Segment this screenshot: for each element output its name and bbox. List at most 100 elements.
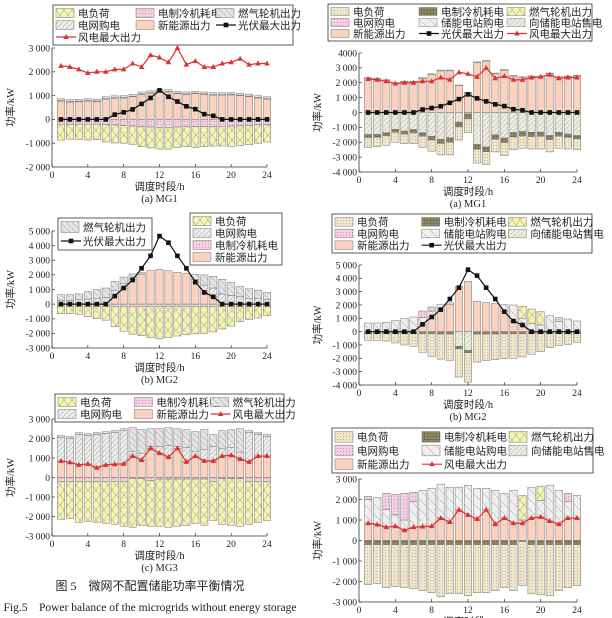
legend-label: 新能源出力 <box>156 408 209 421</box>
legend-marker <box>217 411 224 416</box>
point-pv <box>402 329 407 334</box>
bar-storage_buy <box>409 501 418 528</box>
bar-renewable <box>218 455 227 478</box>
bar-renewable <box>128 455 137 478</box>
bar-load <box>182 126 191 148</box>
bar-renewable <box>227 94 236 120</box>
bar-renewable <box>464 514 472 541</box>
line-wind <box>368 508 577 531</box>
point-wind <box>156 450 163 456</box>
bar-load <box>491 139 500 153</box>
point-wind <box>192 453 199 459</box>
bar-load <box>83 123 92 141</box>
bar-gas <box>128 94 137 97</box>
legend-swatch <box>215 8 235 18</box>
bar-gas <box>200 274 209 286</box>
bar-storage_sell <box>391 112 400 130</box>
legend-item-wind: 风电最大出力 <box>56 31 141 44</box>
bar-load <box>373 137 382 147</box>
bar-renewable <box>92 101 101 120</box>
bar-renewable <box>554 77 563 113</box>
line-pv <box>61 89 267 121</box>
bar-cooling <box>491 540 500 545</box>
point-wind <box>76 66 82 72</box>
legend-label: 电制冷机耗电 <box>444 216 507 229</box>
bar-load <box>500 544 509 588</box>
bar-cooling <box>191 119 200 127</box>
point-wind <box>383 524 390 530</box>
bar-load <box>545 139 554 153</box>
legend-label: 风电最大出力 <box>78 31 141 44</box>
point-pv <box>264 301 270 307</box>
bar-renewable <box>391 83 400 113</box>
y-tick-label: 2 000 <box>29 271 51 281</box>
bar-load <box>391 333 400 344</box>
y-tick-label: 2 000 <box>336 496 358 506</box>
point-wind <box>410 79 417 85</box>
legend-label: 新能源出力 <box>215 251 268 264</box>
y-tick-label: 1 000 <box>336 315 358 325</box>
y-tick-label: 5 000 <box>336 261 358 271</box>
bar-grid <box>400 493 409 521</box>
bar-gas <box>128 427 137 452</box>
bar-cooling <box>146 119 155 128</box>
bar-gas <box>137 272 146 275</box>
point-wind <box>374 521 380 527</box>
x-tick-label: 16 <box>500 389 510 399</box>
bar-gas <box>509 75 518 77</box>
legend-item-gas: 燃气轮机出力 <box>210 396 296 409</box>
point-wind <box>58 457 64 463</box>
legend-label: 光伏最大出力 <box>238 19 301 32</box>
legend-swatch <box>192 228 212 238</box>
bar-cooling <box>119 119 128 126</box>
y-tick-label: -2 000 <box>25 513 50 523</box>
bar-storage_buy <box>482 487 491 511</box>
bar-load <box>92 123 101 140</box>
bar-renewable <box>155 91 164 120</box>
line-pv <box>368 268 577 333</box>
y-tick-label: 3 000 <box>29 415 51 425</box>
bar-storage_sell <box>445 112 454 139</box>
bar-gas <box>527 308 536 324</box>
legend-swatch <box>135 8 155 18</box>
bar-grid <box>382 493 391 511</box>
bar-gas <box>74 432 83 435</box>
bar-storage_buy <box>573 495 581 519</box>
point-wind <box>410 524 417 530</box>
point-wind <box>519 520 526 526</box>
bar-grid <box>245 432 254 463</box>
bar-cooling <box>554 132 563 137</box>
bar-cooling <box>209 303 218 307</box>
legend-box <box>54 393 285 423</box>
point-wind <box>201 457 208 463</box>
point-wind <box>474 73 480 79</box>
bar-load <box>119 125 128 144</box>
bar-gas <box>254 289 262 299</box>
point-pv <box>121 285 126 291</box>
bar-storage_buy <box>509 490 518 524</box>
bar-gas <box>263 96 271 99</box>
bar-renewable <box>254 97 262 120</box>
bar-storage_buy <box>454 486 463 511</box>
bar-renewable <box>57 460 65 478</box>
bar-load <box>409 132 418 144</box>
bar-cooling <box>509 540 518 545</box>
point-wind <box>58 62 64 68</box>
bar-renewable <box>236 458 245 478</box>
bar-cooling <box>427 331 436 334</box>
legend-marker <box>429 242 434 248</box>
y-tick-label: -2 000 <box>25 163 50 173</box>
point-pv <box>67 301 73 307</box>
bar-gas <box>418 77 427 79</box>
legend-swatch <box>60 221 80 233</box>
bar-load <box>200 478 209 526</box>
legend-item-renewable: 新能源出力 <box>134 408 209 421</box>
bar-storage_sell <box>418 112 427 133</box>
bar-load <box>536 544 545 596</box>
bar-gas <box>110 430 119 433</box>
bar-load <box>573 333 581 343</box>
point-pv <box>502 103 507 109</box>
bar-gas <box>227 429 236 448</box>
y-tick-label: -1 000 <box>332 341 357 351</box>
